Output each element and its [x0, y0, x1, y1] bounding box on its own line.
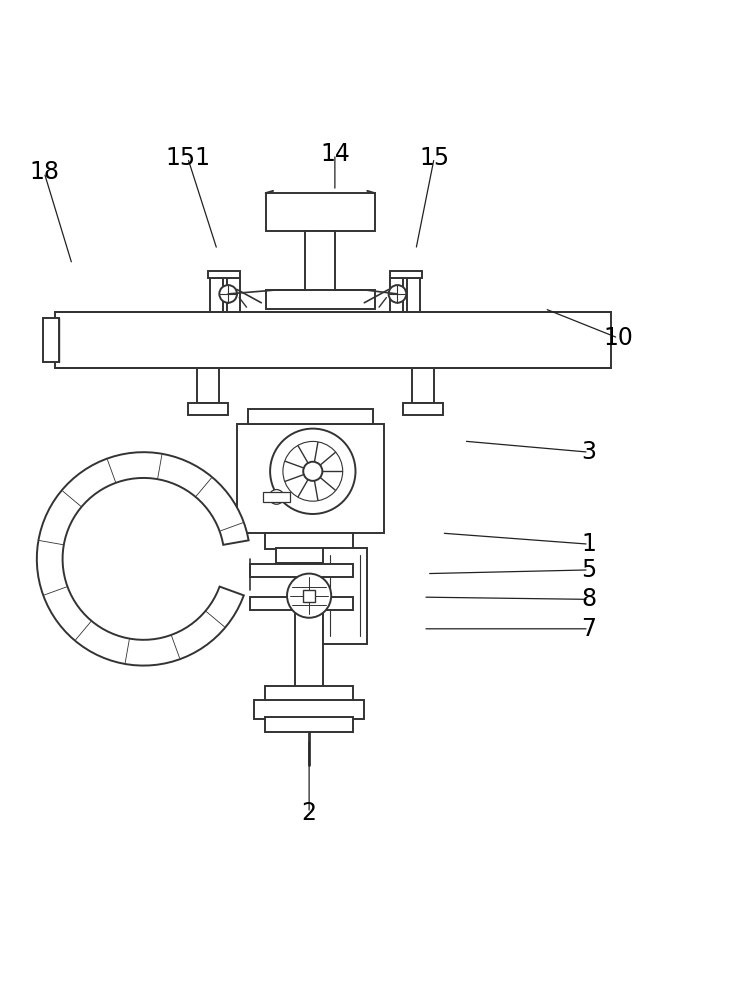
Circle shape	[389, 285, 406, 303]
Polygon shape	[407, 278, 420, 312]
Polygon shape	[412, 368, 434, 403]
Polygon shape	[305, 231, 335, 290]
Text: 5: 5	[581, 558, 596, 582]
Circle shape	[303, 462, 322, 481]
Text: 1: 1	[581, 532, 596, 556]
Polygon shape	[266, 193, 375, 231]
Circle shape	[270, 429, 355, 514]
Polygon shape	[55, 312, 611, 368]
Polygon shape	[295, 563, 323, 699]
Text: 7: 7	[581, 617, 596, 641]
Polygon shape	[43, 318, 59, 362]
Circle shape	[287, 574, 331, 618]
Text: 14: 14	[320, 142, 350, 166]
Text: 15: 15	[420, 146, 449, 170]
Polygon shape	[303, 590, 315, 602]
Polygon shape	[265, 717, 353, 732]
Polygon shape	[403, 403, 443, 415]
Polygon shape	[263, 492, 290, 502]
Polygon shape	[250, 597, 353, 610]
Polygon shape	[276, 548, 342, 563]
Circle shape	[283, 441, 343, 501]
Polygon shape	[323, 548, 367, 644]
Circle shape	[219, 285, 237, 303]
Text: 8: 8	[581, 587, 596, 611]
Text: 10: 10	[604, 326, 633, 350]
Polygon shape	[248, 409, 373, 424]
Circle shape	[269, 490, 284, 504]
Polygon shape	[281, 415, 337, 421]
Polygon shape	[390, 278, 403, 312]
Polygon shape	[265, 686, 353, 702]
Polygon shape	[237, 424, 384, 533]
Polygon shape	[188, 403, 228, 415]
Polygon shape	[266, 290, 375, 309]
Polygon shape	[250, 564, 353, 577]
Text: 151: 151	[165, 146, 210, 170]
Polygon shape	[265, 533, 353, 549]
Polygon shape	[37, 452, 249, 666]
Text: 3: 3	[581, 440, 596, 464]
Polygon shape	[208, 271, 240, 278]
Text: 2: 2	[302, 801, 316, 825]
Polygon shape	[227, 278, 240, 312]
Polygon shape	[197, 368, 219, 403]
Polygon shape	[254, 700, 364, 719]
Polygon shape	[210, 278, 223, 312]
Text: 18: 18	[29, 160, 59, 184]
Polygon shape	[390, 271, 422, 278]
